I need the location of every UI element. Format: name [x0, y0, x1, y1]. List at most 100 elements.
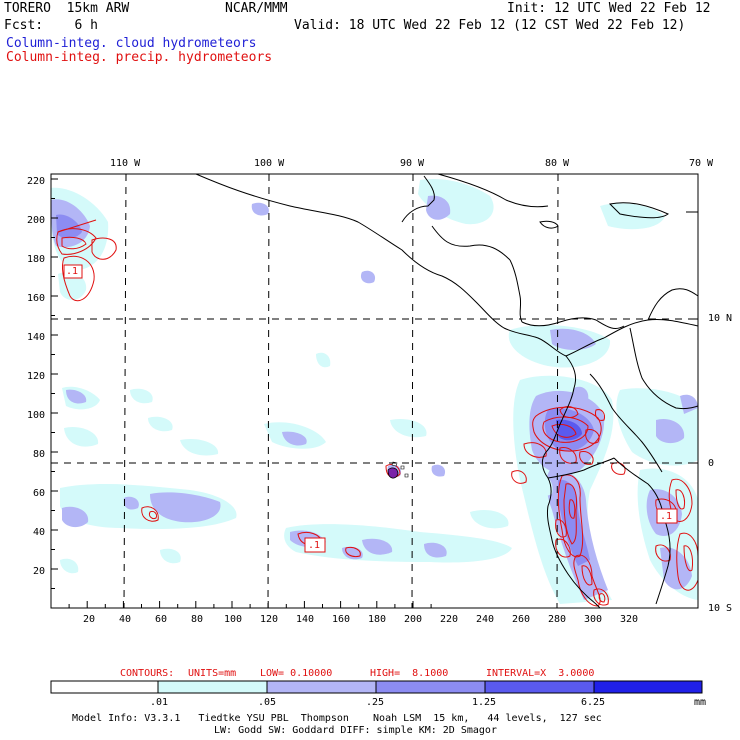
y-tick-label: 60: [33, 488, 46, 499]
model-title: TORERO 15km ARW: [4, 1, 130, 16]
x-tick-label: 80: [191, 614, 204, 625]
cloud-patch: [520, 469, 553, 497]
contour-label: .1: [660, 511, 673, 522]
colorbar-label: .01: [150, 697, 169, 708]
cloud-patch: [680, 394, 698, 414]
x-tick-label: 40: [119, 614, 132, 625]
forecast-hour: Fcst: 6 h: [4, 18, 98, 33]
nicaragua-coast: [509, 259, 523, 323]
precip-contour: [683, 545, 693, 572]
precip-contour: [555, 538, 571, 558]
x-tick-label: 280: [548, 614, 567, 625]
cloud-shading: [51, 178, 698, 604]
x-tick-label: 140: [296, 614, 315, 625]
valid-time: Valid: 18 UTC Wed 22 Feb 12 (12 CST Wed …: [294, 18, 686, 33]
venezuela-border: [629, 327, 698, 410]
central-america-coast: [195, 174, 605, 357]
cloud-patch: [148, 416, 173, 432]
contour-info-low: LOW= 0.10000: [260, 668, 333, 679]
cloud-patch: [64, 426, 99, 447]
contour-info-units: UNITS=mm: [188, 668, 237, 679]
cloud-patch: [656, 418, 685, 444]
colorbar-bin: [157, 680, 268, 694]
cuba-coast: [437, 174, 549, 208]
colombia-border: [589, 373, 663, 473]
x-tick-label: 160: [332, 614, 351, 625]
y-tick-label: 120: [27, 371, 46, 382]
precip-contour: [668, 478, 693, 522]
meridian-100w: [267, 174, 270, 608]
cloud-patch: [282, 431, 307, 446]
cloud-patch: [360, 270, 376, 284]
x-tick-label: 220: [440, 614, 459, 625]
precip-contour: [557, 474, 584, 558]
precip-contour: [581, 565, 593, 586]
x-tick-label: 260: [512, 614, 531, 625]
lon-label: 80 W: [545, 158, 570, 169]
colorbar-bin: [593, 680, 703, 694]
x-tick-label: 180: [368, 614, 387, 625]
x-tick-label: 60: [155, 614, 168, 625]
precip-contour: [568, 499, 576, 519]
precip-contour: [91, 237, 117, 260]
honduras-coast: [431, 225, 511, 261]
contour-label-boxes: [63, 264, 678, 553]
precip-contour: [579, 451, 594, 465]
contour-info-high: HIGH= 8.1000: [370, 668, 449, 679]
precip-contour: [598, 593, 606, 603]
galapagos-island: [387, 461, 409, 479]
precip-contour: [595, 409, 605, 421]
cloud-patch: [431, 464, 446, 477]
lat-label: 10 S: [708, 603, 733, 614]
cloud-patch: [123, 496, 139, 510]
map-plot-area: [51, 174, 698, 608]
contour-info-interval: INTERVAL=X 3.0000: [486, 668, 595, 679]
colorbar-bin: [50, 680, 159, 694]
field2-title: Column-integ. precip. hydrometeors: [6, 50, 273, 65]
meridian-110w: [123, 174, 127, 608]
y-tick-label: 180: [27, 254, 46, 265]
contour-label: .1: [66, 266, 79, 277]
precip-contour: [563, 483, 577, 545]
organization: NCAR/MMM: [225, 1, 288, 16]
colorbar-label: .25: [366, 697, 385, 708]
panama-coast: [521, 317, 625, 329]
colorbar-label: 6.25: [581, 697, 606, 708]
precip-contour: [141, 506, 159, 522]
colorbar-label: .05: [258, 697, 277, 708]
plot-frame: [50, 173, 699, 609]
x-tick-label: 240: [476, 614, 495, 625]
cloud-patch: [58, 271, 87, 300]
x-tick-label: 320: [620, 614, 639, 625]
cloud-patch: [362, 538, 393, 555]
lat-label: 10 N: [708, 313, 733, 324]
init-time: Init: 12 UTC Wed 22 Feb 12: [507, 1, 711, 16]
y-tick-label: 160: [27, 293, 46, 304]
y-tick-label: 40: [33, 527, 46, 538]
x-tick-label: 20: [83, 614, 96, 625]
cloud-patch: [418, 178, 494, 225]
x-tick-label: 200: [404, 614, 423, 625]
cloud-patch: [160, 548, 181, 564]
precip-contour: [585, 429, 600, 444]
cloud-patch: [56, 214, 82, 239]
precip-contour: [551, 423, 577, 438]
cloud-patch: [150, 492, 221, 523]
jamaica-coast: [539, 220, 559, 229]
y-tick-label: 80: [33, 449, 46, 460]
colorbar-units: mm: [694, 697, 707, 708]
yucatan-coast: [401, 175, 435, 223]
colorbar-bin: [484, 680, 595, 694]
axis-ticks: [50, 174, 699, 609]
precip-contour: [555, 519, 567, 538]
precip-contour: [532, 406, 602, 452]
colorbar-label: 1.25: [472, 697, 497, 708]
lat-lon-grid: [51, 174, 698, 608]
cloud-patch: [284, 524, 512, 563]
precip-contour: [655, 544, 671, 562]
cloud-patch: [60, 558, 79, 574]
cloud-patch: [62, 506, 89, 528]
model-info-line1: Model Info: V3.3.1 Tiedtke YSU PBL Thomp…: [72, 713, 602, 724]
precip-contour: [511, 470, 527, 484]
lon-label: 110 W: [110, 158, 141, 169]
